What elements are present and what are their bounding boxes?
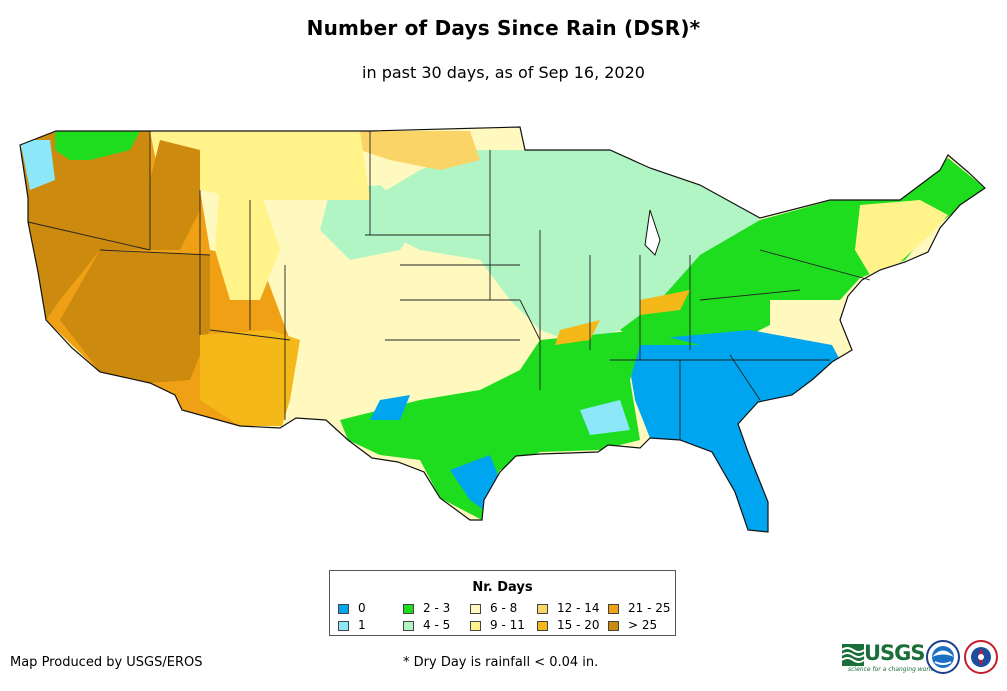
legend-swatch [338, 604, 349, 614]
agency-logos: USGS science for a changing world [842, 638, 1002, 678]
noaa-seal-icon [926, 640, 960, 674]
map-subtitle: in past 30 days, as of Sep 16, 2020 [362, 63, 645, 82]
map-credit: Map Produced by USGS/EROS [10, 655, 203, 670]
legend-swatch [537, 621, 548, 631]
usgs-wave-icon [842, 644, 864, 666]
legend: Nr. Days 0 1 2 - 3 4 - 5 6 - 8 9 - 11 12… [329, 570, 676, 636]
legend-swatch [338, 621, 349, 631]
legend-item-4: 6 - 8 [470, 602, 517, 614]
dsr-color-regions [20, 127, 985, 532]
usgs-logo-text: USGS [864, 641, 926, 665]
legend-item-8: 21 - 25 [608, 602, 671, 614]
lake-michigan [644, 209, 661, 256]
legend-swatch [608, 621, 619, 631]
weather-service-seal-icon [964, 640, 998, 674]
state-boundaries [27, 131, 871, 440]
legend-item-1: 1 [338, 619, 366, 631]
usgs-tagline: science for a changing world [848, 666, 935, 673]
dsr-map [19, 126, 986, 533]
dry-day-footnote: * Dry Day is rainfall < 0.04 in. [403, 655, 599, 670]
legend-swatch [403, 621, 414, 631]
legend-swatch [470, 621, 481, 631]
legend-item-0: 0 [338, 602, 366, 614]
legend-title: Nr. Days [472, 580, 533, 595]
legend-item-5: 9 - 11 [470, 619, 525, 631]
map-title: Number of Days Since Rain (DSR)* [306, 16, 701, 40]
legend-item-7: 15 - 20 [537, 619, 600, 631]
legend-swatch [470, 604, 481, 614]
legend-swatch [537, 604, 548, 614]
legend-swatch [608, 604, 619, 614]
legend-swatch [403, 604, 414, 614]
legend-item-3: 4 - 5 [403, 619, 450, 631]
legend-item-6: 12 - 14 [537, 602, 600, 614]
legend-item-9: > 25 [608, 619, 657, 631]
legend-item-2: 2 - 3 [403, 602, 450, 614]
